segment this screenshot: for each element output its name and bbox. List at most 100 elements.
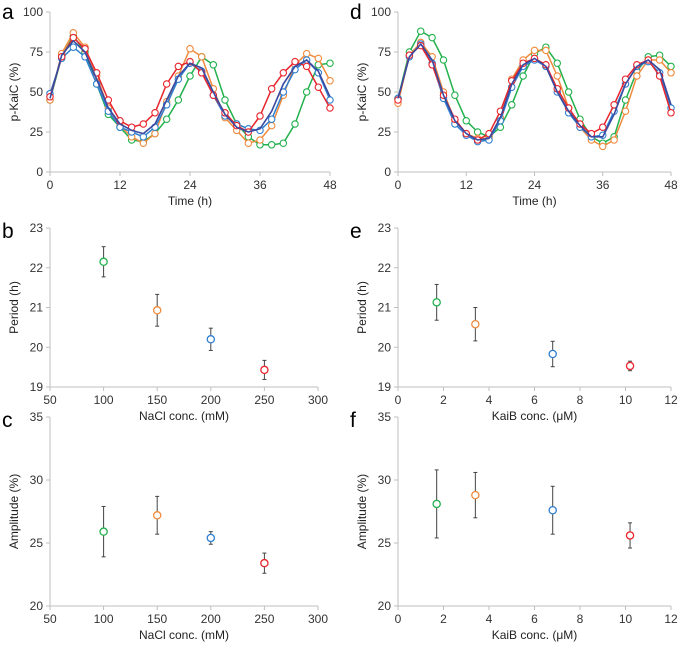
data-point: [326, 77, 334, 85]
data-point: [267, 141, 276, 149]
x-tick-label: 8: [577, 393, 584, 407]
data-point: [186, 45, 194, 53]
data-point: [197, 53, 206, 61]
data-point: [326, 59, 334, 67]
data-point: [256, 136, 264, 144]
x-tick-label: 48: [323, 178, 337, 192]
data-point: [260, 558, 269, 568]
data-point: [314, 83, 323, 91]
panel-label-f: f: [350, 409, 356, 432]
data-point: [625, 531, 635, 540]
x-tick-label: 50: [43, 393, 57, 407]
x-tick-label: 48: [664, 178, 678, 192]
data-point: [174, 62, 183, 71]
panel-f: f 0 2 4 6 8 10 12 20 25 30 35 KaiB conc. (μM) Amplit…: [350, 409, 678, 642]
panel-c: c 50 100 150 200 250 300 20 25 30 35 NaCl conc. (m…: [2, 409, 328, 642]
y-tick-label: 19: [30, 380, 44, 394]
data-point: [625, 361, 635, 371]
x-axis-label: Time (h): [168, 194, 212, 208]
data-point: [162, 115, 171, 123]
x-tick-label: 12: [664, 612, 678, 626]
x-tick-label: 12: [460, 178, 474, 192]
y-tick-label: 0: [384, 165, 391, 179]
data-point: [162, 80, 171, 88]
panel-b: b 50 100 150 200 250 300 19 20 21 22 23 NaCl conc. …: [2, 220, 328, 423]
panel-label-a: a: [2, 1, 14, 24]
y-tick-label: 25: [30, 125, 44, 139]
y-tick-label: 100: [23, 5, 43, 19]
y-tick-label: 25: [378, 536, 392, 550]
data-point: [302, 49, 311, 58]
data-point: [139, 120, 148, 128]
y-tick-label: 21: [30, 301, 44, 315]
data-point: [314, 54, 323, 63]
data-point: [267, 121, 276, 130]
data-point: [598, 142, 607, 151]
data-point: [473, 128, 482, 136]
panel-a: a 0 12 24 36 48 0 25 50 75 100 Time (h) p-KaiC (%): [2, 1, 337, 208]
x-tick-label: 150: [147, 393, 167, 407]
data-point: [267, 115, 276, 123]
x-tick-label: 0: [47, 178, 54, 192]
data-point: [519, 72, 527, 80]
y-tick-label: 30: [378, 473, 392, 487]
data-point: [439, 56, 448, 64]
y-tick-label: 75: [378, 45, 392, 59]
x-axis-label: KaiB conc. (μM): [492, 409, 578, 423]
x-tick-label: 6: [531, 393, 538, 407]
data-point: [99, 527, 108, 536]
data-point: [256, 112, 264, 120]
data-point: [471, 319, 480, 329]
data-point: [451, 91, 459, 99]
data-point: [416, 27, 425, 35]
data-point: [530, 46, 539, 55]
y-tick-label: 50: [378, 85, 392, 99]
data-point: [432, 499, 441, 509]
panel-d: d 0 12 24 36 48 0 25 50 75 100 Time (h) p-KaiC (%): [350, 1, 678, 208]
x-tick-label: 250: [254, 393, 274, 407]
data-point: [221, 96, 229, 104]
y-tick-label: 50: [30, 85, 44, 99]
fit-line: [397, 43, 672, 141]
x-tick-label: 200: [201, 612, 221, 626]
data-point: [291, 120, 299, 128]
y-tick-label: 22: [378, 261, 392, 275]
x-tick-label: 250: [254, 612, 274, 626]
x-tick-label: 2: [440, 393, 447, 407]
data-point: [326, 96, 334, 104]
y-tick-label: 0: [36, 165, 43, 179]
data-point: [432, 298, 441, 307]
data-point: [610, 136, 618, 144]
data-point: [152, 306, 162, 315]
data-point: [209, 61, 218, 69]
panel-label-c: c: [2, 409, 13, 432]
data-point: [291, 57, 299, 66]
data-point: [326, 104, 334, 112]
data-point: [69, 33, 78, 42]
x-axis-label: NaCl conc. (mM): [139, 628, 229, 642]
x-tick-label: 10: [619, 612, 633, 626]
y-axis-label: Period (h): [355, 281, 369, 334]
y-tick-label: 30: [30, 473, 44, 487]
data-point: [471, 490, 480, 500]
data-point: [621, 107, 630, 115]
data-point: [99, 257, 108, 267]
y-axis-label: Amplitude (%): [7, 474, 21, 549]
data-point: [151, 129, 159, 138]
y-tick-label: 100: [371, 5, 391, 19]
data-point: [507, 101, 516, 109]
y-tick-label: 25: [378, 125, 392, 139]
y-axis-label: p-KaiC (%): [7, 63, 21, 122]
x-tick-label: 10: [619, 393, 633, 407]
data-point: [139, 139, 148, 147]
data-point: [633, 72, 641, 80]
x-tick-label: 150: [147, 612, 167, 626]
data-point: [244, 139, 253, 147]
data-point: [174, 96, 183, 104]
y-tick-label: 23: [378, 221, 392, 235]
x-tick-label: 24: [183, 178, 197, 192]
y-tick-label: 22: [30, 261, 44, 275]
x-tick-label: 300: [308, 393, 328, 407]
data-point: [151, 109, 159, 117]
